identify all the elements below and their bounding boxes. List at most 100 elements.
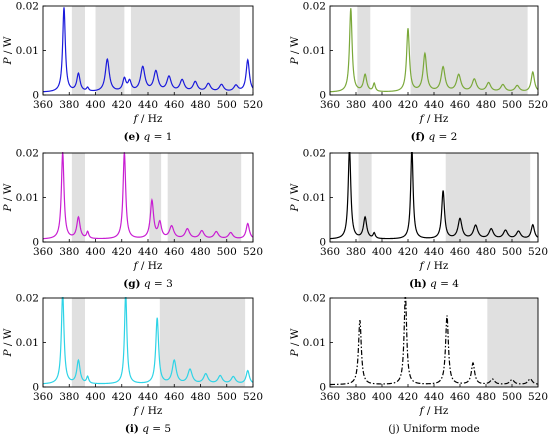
x-axis-label: f / Hz [419,113,449,125]
x-tick-label: 400 [372,246,392,258]
x-tick-label: 440 [138,246,158,258]
x-tick-label: 440 [138,99,158,111]
y-tick-label: 0 [32,237,39,249]
x-axis-label: f / Hz [133,113,163,125]
x-tick-label: 460 [450,99,470,111]
x-tick-label: 520 [243,99,263,111]
panel-caption: (h) q = 4 [409,278,459,290]
panel-caption: (f) q = 2 [411,131,458,143]
y-axis-label: P / W [289,36,301,65]
x-tick-label: 420 [112,99,132,111]
shaded-band [487,298,538,387]
y-tick-label: 0.02 [16,148,39,160]
chart-panel-3: 360 380 400 420 440 460 480 500 520 0 0.01 0.02 P / … [2,148,263,291]
shaded-band [71,298,85,387]
x-tick-label: 520 [528,391,548,403]
shaded-band [71,153,85,242]
x-tick-label: 400 [85,391,105,403]
x-tick-label: 360 [33,391,53,403]
x-tick-label: 520 [528,246,548,258]
x-tick-label: 420 [112,391,132,403]
x-tick-label: 420 [398,391,418,403]
shaded-band [159,298,246,387]
y-tick-label: 0.01 [16,45,39,57]
panel-caption: (g) q = 3 [123,278,173,290]
shaded-band [149,153,162,242]
chart-panel-2: 360 380 400 420 440 460 480 500 520 0 0.01 0.02 P / … [289,1,548,144]
panel-caption: (i) q = 5 [125,423,171,435]
x-tick-label: 480 [476,99,496,111]
shaded-band [357,6,371,95]
y-axis-label: P / W [289,328,301,357]
x-tick-label: 520 [243,391,263,403]
y-tick-label: 0.01 [16,192,39,204]
x-tick-label: 380 [59,391,79,403]
x-tick-label: 360 [33,246,53,258]
x-tick-label: 360 [320,99,340,111]
x-tick-label: 380 [346,246,366,258]
x-tick-label: 500 [502,246,522,258]
x-axis-label: f / Hz [419,405,449,417]
x-tick-label: 400 [372,99,392,111]
panel-caption: (j) Uniform mode [388,423,480,435]
y-tick-label: 0.01 [303,45,326,57]
x-tick-label: 460 [164,99,184,111]
x-tick-label: 480 [190,99,210,111]
chart-panel-6: 360 380 400 420 440 460 480 500 520 0 0.01 0.02 P / … [289,293,548,436]
series-line [43,152,253,240]
x-tick-label: 520 [243,246,263,258]
x-tick-label: 440 [138,391,158,403]
shaded-band [410,6,528,95]
x-tick-label: 500 [502,391,522,403]
y-tick-label: 0.02 [16,293,39,305]
x-tick-label: 440 [424,99,444,111]
series-line [43,7,253,93]
shaded-band [167,153,242,242]
chart-panel-4: 360 380 400 420 440 460 480 500 520 0 0.01 0.02 P / … [289,148,548,291]
shaded-band [358,153,372,242]
y-tick-label: 0 [32,90,39,102]
x-tick-label: 480 [476,391,496,403]
y-axis-label: P / W [289,183,301,212]
x-tick-label: 460 [450,391,470,403]
x-tick-label: 500 [502,99,522,111]
x-tick-label: 460 [450,246,470,258]
y-tick-label: 0.02 [16,1,39,13]
shaded-band [445,153,531,242]
x-tick-label: 400 [85,99,105,111]
series-line [330,8,538,93]
y-tick-label: 0.02 [303,148,326,160]
y-tick-label: 0 [319,90,326,102]
x-tick-label: 480 [190,391,210,403]
y-tick-label: 0.01 [16,337,39,349]
y-axis-label: P / W [2,36,14,65]
x-tick-label: 360 [33,99,53,111]
y-tick-label: 0.01 [303,337,326,349]
x-tick-label: 420 [398,246,418,258]
x-tick-label: 420 [398,99,418,111]
x-tick-label: 480 [476,246,496,258]
x-tick-label: 520 [528,99,548,111]
y-axis-label: P / W [2,183,14,212]
y-axis-label: P / W [2,328,14,357]
x-axis-label: f / Hz [133,260,163,272]
y-tick-label: 0 [319,237,326,249]
x-axis-label: f / Hz [419,260,449,272]
x-tick-label: 440 [424,246,444,258]
y-tick-label: 0 [32,382,39,394]
x-tick-label: 440 [424,391,444,403]
x-tick-label: 460 [164,391,184,403]
x-tick-label: 400 [372,391,392,403]
x-tick-label: 380 [59,99,79,111]
y-tick-label: 0 [319,382,326,394]
y-tick-label: 0.02 [303,1,326,13]
x-tick-label: 500 [217,246,237,258]
x-tick-label: 460 [164,246,184,258]
x-tick-label: 360 [320,391,340,403]
shaded-band [130,6,240,95]
x-tick-label: 380 [59,246,79,258]
shaded-band [71,6,85,95]
x-tick-label: 500 [217,391,237,403]
x-tick-label: 420 [112,246,132,258]
